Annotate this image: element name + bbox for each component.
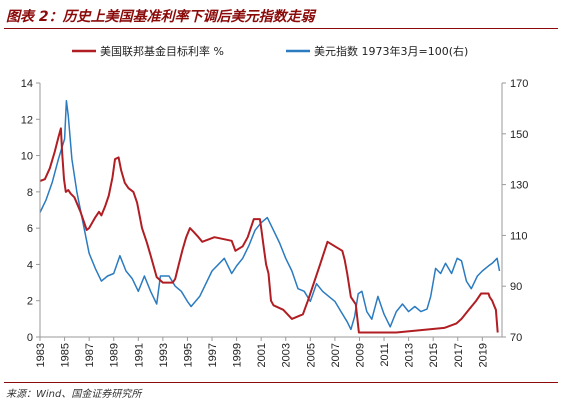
y-tick-label: 10 [21, 151, 33, 163]
x-tick-label: 2009 [354, 343, 366, 367]
y-tick-label: 2 [27, 296, 33, 308]
x-tick-label: 2019 [477, 343, 489, 367]
x-tick-label: 1997 [207, 343, 219, 367]
title-divider [4, 28, 558, 29]
y2-tick-label: 90 [510, 281, 522, 293]
x-tick-label: 2001 [256, 343, 268, 367]
y2-tick-label: 70 [510, 332, 522, 344]
y2-tick-label: 110 [510, 230, 528, 242]
x-tick-label: 1999 [232, 343, 244, 367]
x-tick-label: 2013 [404, 343, 416, 367]
x-tick-label: 2011 [379, 343, 391, 367]
legend-label-fed-rate: 美国联邦基金目标利率 % [100, 44, 224, 58]
source-note: 来源：Wind、国金证券研究所 [6, 389, 142, 400]
x-tick-label: 1991 [133, 343, 145, 367]
y-tick-label: 4 [27, 259, 33, 271]
series-line-fed-rate [39, 127, 499, 334]
y-tick-label: 12 [21, 114, 33, 126]
x-tick-label: 1989 [109, 343, 121, 367]
plot-area [39, 100, 501, 334]
x-tick-label: 2005 [305, 343, 317, 367]
x-tick-label: 2015 [428, 343, 440, 367]
y2-tick-label: 130 [510, 180, 528, 192]
axes: 0 2 4 6 8 10 12 14 70 90 110 130 150 170 1983 1985 1987 1… [21, 78, 529, 367]
y2-tick-label: 150 [510, 129, 528, 141]
x-tick-label: 1985 [60, 343, 72, 367]
chart-title: 图表 2：历史上美国基准利率下调后美元指数走弱 [6, 9, 315, 25]
legend: 美国联邦基金目标利率 % 美元指数 1973年3月=100(右) [72, 44, 468, 58]
series-line-dxy [39, 100, 501, 331]
legend-label-dxy: 美元指数 1973年3月=100(右) [314, 44, 468, 58]
y2-tick-label: 170 [510, 78, 528, 90]
x-tick-label: 1987 [84, 343, 96, 367]
x-tick-label: 1983 [35, 343, 47, 367]
y-tick-label: 6 [27, 223, 33, 235]
x-tick-label: 2017 [453, 343, 465, 367]
x-tick-label: 1993 [158, 343, 170, 367]
y-tick-label: 0 [27, 332, 33, 344]
x-tick-label: 2007 [330, 343, 342, 367]
figure-header: 图表 2：历史上美国基准利率下调后美元指数走弱 [0, 0, 562, 30]
source-divider [4, 382, 558, 383]
y-tick-label: 14 [21, 78, 33, 90]
x-tick-label: 2003 [281, 343, 293, 367]
x-tick-label: 1995 [182, 343, 194, 367]
chart-canvas: 0 2 4 6 8 10 12 14 70 90 110 130 150 170 1983 1985 1987 1… [21, 44, 529, 367]
y-tick-label: 8 [27, 187, 33, 199]
